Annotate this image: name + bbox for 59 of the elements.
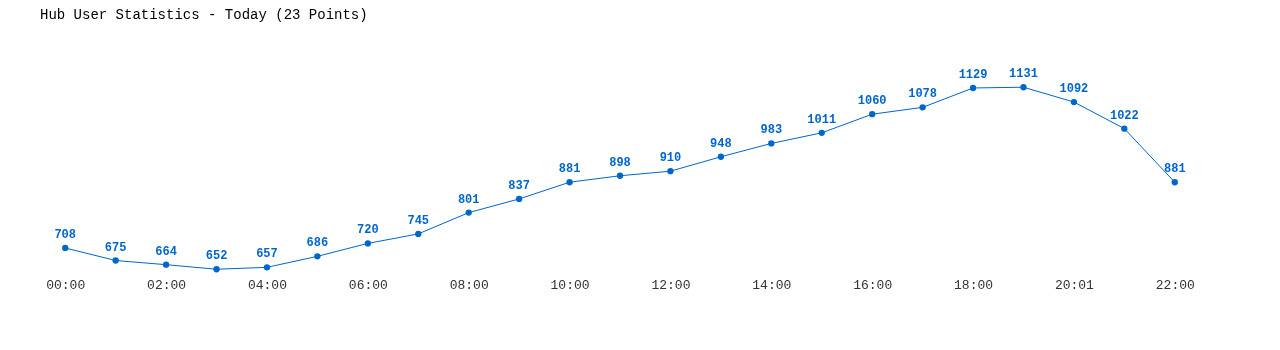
point	[616, 172, 624, 179]
data-label: 801	[457, 192, 480, 207]
data-label: 1092	[1059, 82, 1089, 97]
data-label: 657	[256, 247, 278, 262]
chart-title: Hub User Statistics - Today (23 Points)	[40, 7, 368, 24]
x-tick-label: 12:00	[651, 277, 691, 293]
data-label: 720	[357, 223, 379, 238]
point	[515, 195, 523, 203]
data-label: 881	[1163, 162, 1186, 177]
point	[415, 230, 422, 238]
data-label: 910	[659, 151, 682, 166]
point	[566, 179, 573, 186]
data-label: 948	[710, 136, 732, 151]
data-label: 898	[609, 155, 631, 170]
point	[919, 104, 926, 111]
data-label: 686	[306, 236, 329, 251]
x-tick-label: 08:00	[449, 277, 489, 293]
point	[717, 153, 725, 160]
point	[1171, 179, 1178, 186]
x-tick-label: 10:00	[550, 277, 590, 293]
point	[869, 111, 876, 118]
data-label: 1129	[958, 67, 988, 82]
data-label: 675	[104, 240, 127, 255]
data-label: 1011	[807, 112, 837, 127]
x-tick-label: 04:00	[247, 277, 287, 293]
point	[667, 168, 674, 175]
point	[314, 253, 321, 260]
point	[1070, 98, 1078, 106]
data-label: 1060	[857, 94, 887, 109]
x-tick-label: 22:00	[1155, 277, 1195, 293]
data-label: 881	[558, 162, 581, 177]
point	[213, 266, 220, 273]
data-label: 983	[760, 123, 783, 138]
point	[1020, 84, 1027, 91]
point	[364, 240, 371, 247]
x-tick-label: 14:00	[752, 277, 792, 293]
data-label: 1022	[1109, 108, 1139, 123]
point	[465, 209, 472, 216]
data-label: 652	[205, 249, 228, 264]
x-tick-label: 06:00	[348, 277, 388, 293]
point	[818, 129, 825, 136]
data-label: 1131	[1009, 67, 1038, 82]
point	[112, 257, 119, 264]
x-tick-label: 16:00	[853, 277, 893, 293]
point	[969, 84, 977, 92]
x-tick-label: 02:00	[147, 277, 187, 293]
point	[768, 140, 775, 147]
point	[162, 261, 170, 268]
x-tick-label: 18:00	[954, 277, 994, 293]
x-tick-label: 00:00	[46, 277, 86, 293]
data-label: 708	[54, 227, 77, 242]
data-label: 664	[155, 244, 177, 259]
data-label: 745	[407, 213, 430, 228]
point	[263, 264, 271, 271]
point	[1121, 125, 1128, 132]
point	[62, 244, 69, 252]
data-label: 1078	[908, 87, 938, 102]
data-label: 837	[508, 178, 530, 193]
x-tick-label: 20:01	[1054, 277, 1095, 293]
